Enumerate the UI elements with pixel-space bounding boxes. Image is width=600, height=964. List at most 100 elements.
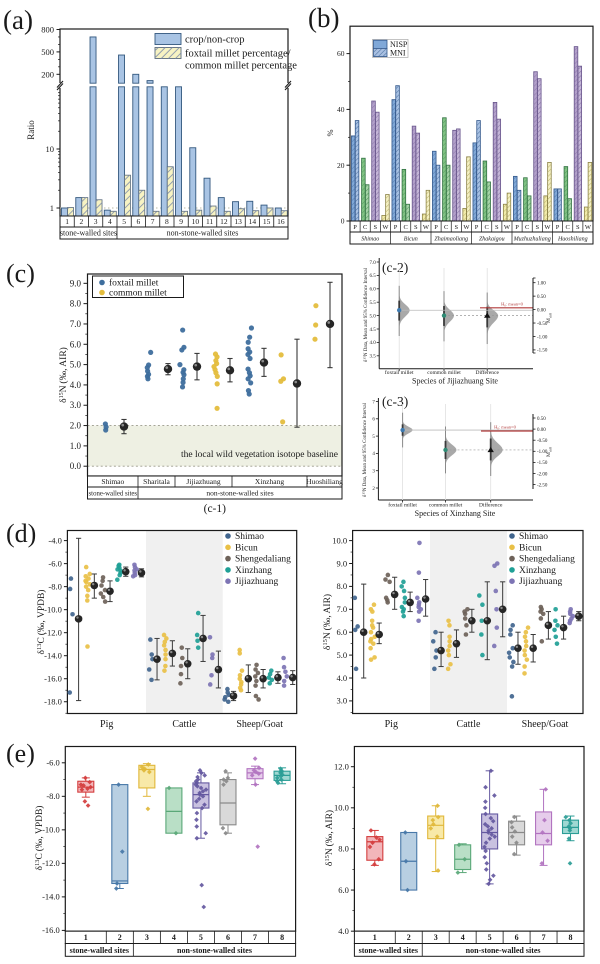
svg-text:Jijiazhuang: Jijiazhuang xyxy=(235,577,279,587)
svg-text:crop/non-crop: crop/non-crop xyxy=(185,35,244,46)
svg-text:1.00: 1.00 xyxy=(537,282,546,287)
svg-text:10.0: 10.0 xyxy=(332,535,347,545)
svg-text:9.0: 9.0 xyxy=(70,278,82,288)
svg-text:7.0: 7.0 xyxy=(70,319,82,329)
svg-text:common millet percentage: common millet percentage xyxy=(185,61,297,72)
svg-text:3.0: 3.0 xyxy=(336,696,347,706)
svg-text:Sheep/Goat: Sheep/Goat xyxy=(236,719,283,730)
svg-text:0.0: 0.0 xyxy=(70,461,82,471)
svg-text:11: 11 xyxy=(206,217,213,226)
svg-text:6.0: 6.0 xyxy=(336,627,347,637)
svg-text:Bicun: Bicun xyxy=(519,543,542,553)
svg-text:-0.50: -0.50 xyxy=(537,439,548,444)
svg-text:Xinzhang: Xinzhang xyxy=(235,566,272,576)
svg-text:S: S xyxy=(414,224,418,231)
svg-text:stone-walled sites: stone-walled sites xyxy=(359,946,418,955)
svg-text:0.00: 0.00 xyxy=(537,308,546,313)
svg-text:6.5: 6.5 xyxy=(369,274,376,279)
svg-text:2: 2 xyxy=(118,933,122,942)
svg-text:1: 1 xyxy=(84,933,88,942)
svg-text:C: C xyxy=(363,224,367,231)
svg-text:W: W xyxy=(544,224,551,231)
svg-text:Cattle: Cattle xyxy=(172,719,196,730)
svg-text:9: 9 xyxy=(179,217,183,226)
svg-text:800: 800 xyxy=(41,25,54,35)
svg-text:Shimao: Shimao xyxy=(101,477,124,486)
svg-text:-2.50: -2.50 xyxy=(537,483,548,488)
svg-text:S: S xyxy=(576,224,580,231)
svg-text:common millet: common millet xyxy=(429,503,463,509)
svg-text:Xinzhang: Xinzhang xyxy=(255,477,284,486)
svg-text:4: 4 xyxy=(172,933,176,942)
svg-text:1: 1 xyxy=(373,933,377,942)
svg-text:8.0: 8.0 xyxy=(70,299,82,309)
svg-text:-12.0: -12.0 xyxy=(42,858,60,868)
svg-text:1: 1 xyxy=(65,217,69,226)
svg-text:6.0: 6.0 xyxy=(70,339,82,349)
svg-text:3: 3 xyxy=(145,933,149,942)
svg-text:Pig: Pig xyxy=(100,719,113,730)
svg-text:Difference: Difference xyxy=(479,502,503,509)
svg-text:stone-walled sites: stone-walled sites xyxy=(89,491,138,498)
svg-text:-6.0: -6.0 xyxy=(46,758,59,768)
svg-text:-16.0: -16.0 xyxy=(44,674,62,684)
svg-text:(c-1): (c-1) xyxy=(204,503,227,515)
svg-text:10: 10 xyxy=(46,144,55,154)
svg-text:9.0: 9.0 xyxy=(336,558,347,568)
svg-text:8.0: 8.0 xyxy=(338,844,349,854)
svg-text:3: 3 xyxy=(372,470,375,475)
svg-text:δ15N (‰, AIR): δ15N (‰, AIR) xyxy=(322,594,333,650)
svg-text:2: 2 xyxy=(407,933,411,942)
svg-text:5: 5 xyxy=(199,933,203,942)
svg-text:5.0: 5.0 xyxy=(70,360,82,370)
svg-text:2: 2 xyxy=(372,487,375,492)
svg-text:-14.0: -14.0 xyxy=(42,892,60,902)
svg-text:6: 6 xyxy=(372,418,375,423)
svg-text:6.0: 6.0 xyxy=(369,288,376,293)
svg-text:2.0: 2.0 xyxy=(70,421,82,431)
svg-text:8: 8 xyxy=(280,933,284,942)
svg-text:Xinzhang: Xinzhang xyxy=(519,566,556,576)
svg-text:non-stone-walled sites: non-stone-walled sites xyxy=(167,229,239,238)
svg-text:40: 40 xyxy=(337,105,345,114)
svg-text:non-stone-walled sites: non-stone-walled sites xyxy=(177,946,252,955)
svg-text:7.0: 7.0 xyxy=(369,261,376,266)
svg-text:5: 5 xyxy=(372,435,375,440)
svg-text:7: 7 xyxy=(542,933,546,942)
svg-text:P: P xyxy=(353,224,357,231)
svg-text:0: 0 xyxy=(341,217,345,226)
svg-text:δ13C (‰, VPDB): δ13C (‰, VPDB) xyxy=(34,806,45,871)
svg-text:(a): (a) xyxy=(3,5,33,35)
svg-text:-1.50: -1.50 xyxy=(537,461,548,466)
svg-text:P: P xyxy=(475,224,479,231)
svg-text:-1.00: -1.00 xyxy=(537,335,548,340)
svg-text:-16.0: -16.0 xyxy=(42,925,60,935)
svg-text:foxtail millet percentage/: foxtail millet percentage/ xyxy=(185,49,291,60)
svg-text:δ15N Data, Mean and 95% Confid: δ15N Data, Mean and 95% Confidence Inter… xyxy=(363,267,370,362)
svg-text:-14.0: -14.0 xyxy=(44,651,62,661)
svg-text:δ15N Data, Mean and 95% Confid: δ15N Data, Mean and 95% Confidence Inter… xyxy=(362,402,369,497)
svg-text:P: P xyxy=(394,224,398,231)
svg-text:C: C xyxy=(566,224,570,231)
svg-text:0.00: 0.00 xyxy=(537,428,546,433)
svg-text:P: P xyxy=(515,224,519,231)
svg-text:foxtail millet: foxtail millet xyxy=(109,278,159,289)
svg-text:stone-walled sites: stone-walled sites xyxy=(60,229,117,238)
svg-text:4.0: 4.0 xyxy=(369,341,376,346)
svg-text:Species of Xinzhang Site: Species of Xinzhang Site xyxy=(415,509,496,518)
svg-text:3.0: 3.0 xyxy=(70,400,82,410)
svg-text:S: S xyxy=(495,224,499,231)
svg-text:5.5: 5.5 xyxy=(369,301,376,306)
svg-text:5: 5 xyxy=(122,217,126,226)
svg-text:NISP: NISP xyxy=(390,40,408,49)
svg-text:P: P xyxy=(434,224,438,231)
svg-text:P: P xyxy=(556,224,560,231)
svg-text:3.5: 3.5 xyxy=(369,355,376,360)
svg-text:14: 14 xyxy=(249,217,257,226)
svg-text:MNI: MNI xyxy=(390,48,406,57)
svg-text:δ13C (‰, VPDB): δ13C (‰, VPDB) xyxy=(36,590,47,655)
svg-text:Difference: Difference xyxy=(475,369,499,376)
svg-text:W: W xyxy=(504,224,511,231)
svg-text:5.0: 5.0 xyxy=(369,314,376,319)
svg-text:7: 7 xyxy=(253,933,257,942)
